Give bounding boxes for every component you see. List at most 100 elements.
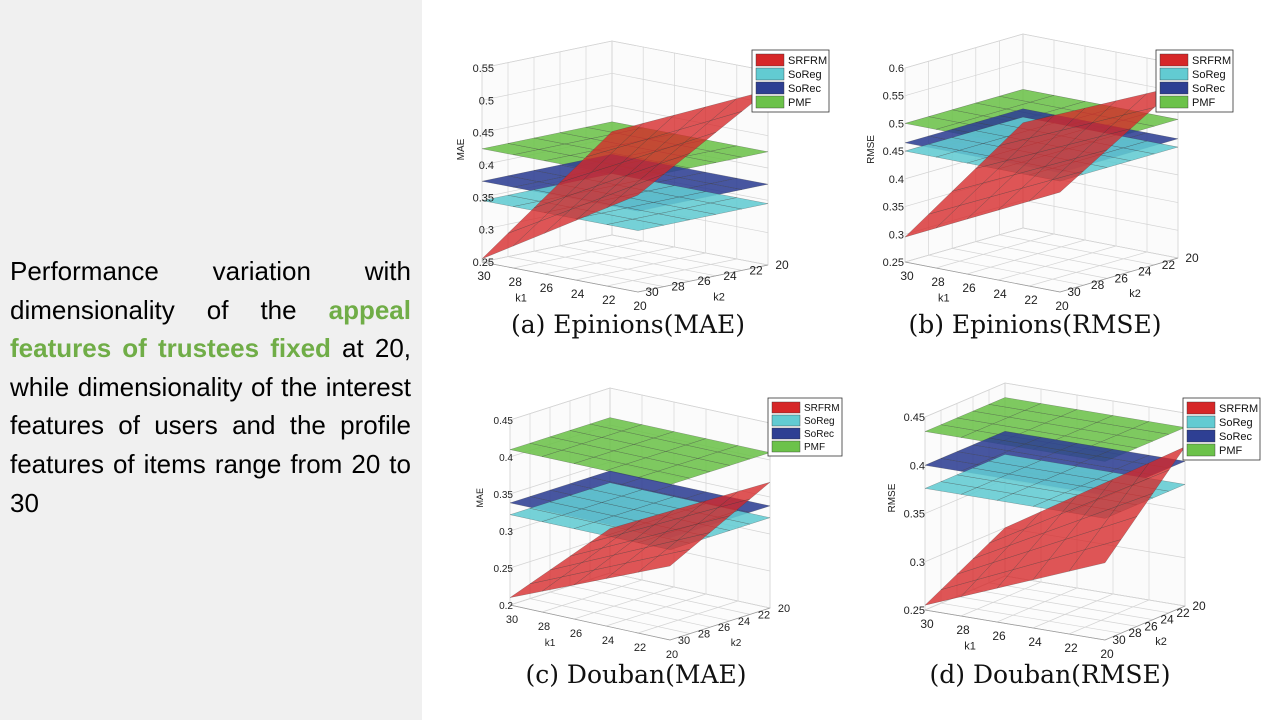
legend-label-pmf: PMF	[788, 97, 812, 109]
z-tick-label: 0.25	[473, 257, 494, 269]
k2-axis-label: k2	[1129, 288, 1141, 300]
legend-swatch-sorec	[755, 81, 785, 95]
k1-tick-label: 24	[602, 635, 614, 647]
k2-axis-label: k2	[1155, 636, 1167, 648]
surface-pmf	[924, 397, 1186, 462]
floor-gridline	[637, 600, 739, 634]
floor-gridline	[533, 250, 691, 282]
legend-swatch-pmf	[1186, 443, 1216, 457]
z-axis-label: RMSE	[887, 483, 898, 512]
left-panel: Performance variation with dimensionalit…	[0, 0, 422, 720]
surface-pmf	[509, 417, 771, 485]
legend-swatch-pmf	[771, 440, 801, 453]
k1-tick-label: 30	[506, 614, 518, 626]
k2-tick-label: 26	[718, 622, 730, 634]
z-tick-label: 0.45	[494, 416, 514, 427]
legend-label-soreg: SoReg	[1219, 417, 1253, 429]
k1-tick-label: 22	[1064, 641, 1078, 655]
k2-tick-label: 24	[723, 269, 737, 283]
k1-tick-label: 28	[538, 621, 550, 633]
z-tick-label: 0.3	[479, 225, 494, 237]
z-tick-label: 0.55	[883, 91, 904, 103]
floor-gridline	[609, 572, 771, 609]
legend-label-pmf: PMF	[1219, 445, 1243, 457]
k2-tick-label: 30	[1067, 285, 1081, 299]
surface-cell	[710, 197, 769, 210]
chart-caption: (a) Epinions(MAE)	[511, 310, 745, 339]
k2-tick-label: 26	[697, 274, 711, 288]
legend-swatch-srfrm	[755, 53, 785, 67]
legend-swatch-soreg	[1186, 415, 1216, 429]
floor-gridline	[529, 598, 691, 634]
floor-gridline	[513, 240, 644, 269]
surface-srfrm	[924, 446, 1186, 606]
legend-swatch-srfrm	[771, 401, 801, 414]
z-tick-label: 0.3	[889, 229, 904, 241]
k2-tick-label: 22	[1162, 258, 1176, 272]
k1-tick-label: 30	[900, 269, 914, 283]
k2-tick-label: 20	[778, 603, 790, 615]
k1-tick-label: 30	[920, 617, 934, 631]
description-text: Performance variation with dimensionalit…	[10, 252, 411, 522]
z-tick-label: 0.45	[883, 146, 904, 158]
k1-tick-label: 24	[571, 287, 585, 301]
k2-tick-label: 24	[1160, 613, 1174, 627]
description-part2: at 20, while dimensionality of the inter…	[10, 333, 411, 518]
legend-swatch-srfrm	[1186, 401, 1216, 415]
z-tick-label: 0.35	[883, 202, 904, 214]
z-axis-label: RMSE	[866, 135, 877, 164]
k1-tick-label: 26	[992, 629, 1006, 643]
k1-tick-label: 22	[634, 642, 646, 654]
k1-tick-label: 30	[477, 269, 491, 283]
k2-tick-label: 26	[1115, 271, 1129, 285]
z-axis-label: MAE	[475, 488, 485, 508]
surface-cell	[710, 177, 769, 190]
legend: SRFRM SoReg SoRec PMF	[1155, 49, 1234, 113]
floor-gridline	[611, 234, 769, 266]
legend-swatch-soreg	[755, 67, 785, 81]
chart-1: 0.25 0.3 0.35 0.4 0.45 0.5 0.55 MAE 30 28 26 24 22 20…	[456, 40, 830, 339]
k2-tick-label: 30	[678, 635, 690, 647]
legend-swatch-srfrm	[1159, 53, 1189, 67]
chart-3: 0.2 0.25 0.3 0.35 0.4 0.45 MAE 30 28 26 24 22 20 k1 30…	[475, 387, 843, 689]
legend: SRFRM SoReg SoRec PMF	[767, 397, 843, 457]
surface-srfrm	[481, 90, 769, 259]
z-tick-label: 0.4	[499, 453, 513, 464]
base-edge	[904, 257, 1179, 293]
k1-tick-label: 24	[1028, 635, 1042, 649]
z-axis-label: MAE	[456, 138, 467, 160]
z-tick-label: 0.5	[889, 118, 904, 130]
k1-tick-label: 26	[962, 281, 976, 295]
floor-gridline	[575, 252, 706, 281]
floor-gridline	[589, 579, 751, 615]
legend-label-soreg: SoReg	[788, 69, 822, 81]
floor-gridline	[972, 589, 1154, 620]
description-part1: Performance variation with dimensionalit…	[10, 256, 411, 325]
k2-tick-label: 28	[1091, 278, 1105, 292]
floor-gridline	[935, 233, 1055, 269]
k1-tick-label: 20	[1100, 647, 1114, 661]
legend: SRFRM SoReg SoRec PMF	[1182, 397, 1261, 461]
k1-tick-label: 24	[993, 287, 1007, 301]
floor-gridline	[605, 593, 707, 627]
z-tick-label: 0.45	[473, 128, 494, 140]
z-tick-label: 0.6	[889, 63, 904, 75]
legend-label-srfrm: SRFRM	[804, 403, 840, 414]
legend-label-sorec: SoRec	[1192, 83, 1226, 95]
k2-tick-label: 30	[645, 285, 659, 299]
z-tick-label: 0.4	[889, 174, 904, 186]
floor-gridline	[975, 241, 1131, 272]
k2-tick-label: 28	[671, 280, 685, 294]
floor-gridline	[940, 602, 1122, 634]
legend-label-srfrm: SRFRM	[788, 55, 827, 67]
k1-tick-label: 26	[570, 628, 582, 640]
floor-gridline	[960, 581, 1042, 617]
legend-label-srfrm: SRFRM	[1219, 403, 1258, 415]
z-tick-label: 0.35	[904, 509, 925, 521]
k1-tick-label: 22	[1024, 293, 1038, 307]
floor-gridline	[549, 591, 711, 628]
floor-gridline	[1028, 251, 1148, 287]
description-highlight: appeal features of trustees fixed	[10, 294, 411, 364]
floor-gridline	[956, 596, 1138, 627]
